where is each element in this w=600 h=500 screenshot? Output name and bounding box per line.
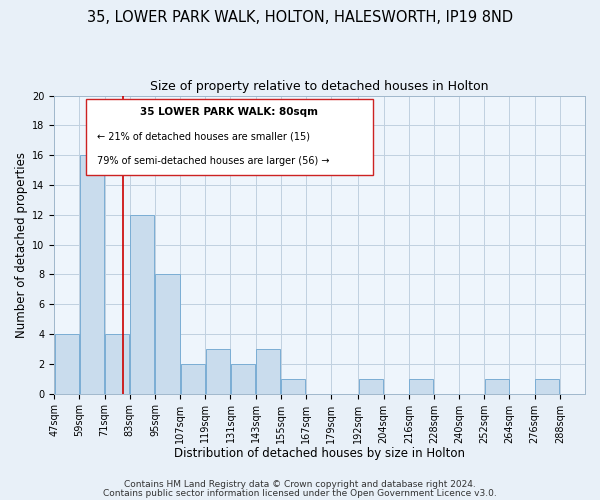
Text: Contains HM Land Registry data © Crown copyright and database right 2024.: Contains HM Land Registry data © Crown c…	[124, 480, 476, 489]
Text: 35, LOWER PARK WALK, HOLTON, HALESWORTH, IP19 8ND: 35, LOWER PARK WALK, HOLTON, HALESWORTH,…	[87, 10, 513, 25]
Text: ← 21% of detached houses are smaller (15): ← 21% of detached houses are smaller (15…	[97, 132, 310, 141]
Bar	[485, 378, 509, 394]
Bar	[281, 378, 305, 394]
Bar	[80, 155, 104, 394]
Bar	[206, 349, 230, 394]
Bar	[181, 364, 205, 394]
Text: Contains public sector information licensed under the Open Government Licence v3: Contains public sector information licen…	[103, 489, 497, 498]
Bar	[409, 378, 433, 394]
Y-axis label: Number of detached properties: Number of detached properties	[15, 152, 28, 338]
Bar	[155, 274, 179, 394]
Bar	[105, 334, 129, 394]
FancyBboxPatch shape	[86, 98, 373, 174]
Bar	[359, 378, 383, 394]
Bar	[231, 364, 255, 394]
Bar	[130, 215, 154, 394]
Bar	[256, 349, 280, 394]
Title: Size of property relative to detached houses in Holton: Size of property relative to detached ho…	[151, 80, 489, 93]
X-axis label: Distribution of detached houses by size in Holton: Distribution of detached houses by size …	[174, 447, 465, 460]
Text: 79% of semi-detached houses are larger (56) →: 79% of semi-detached houses are larger (…	[97, 156, 329, 166]
Bar	[535, 378, 559, 394]
Bar	[55, 334, 79, 394]
Text: 35 LOWER PARK WALK: 80sqm: 35 LOWER PARK WALK: 80sqm	[140, 107, 319, 117]
